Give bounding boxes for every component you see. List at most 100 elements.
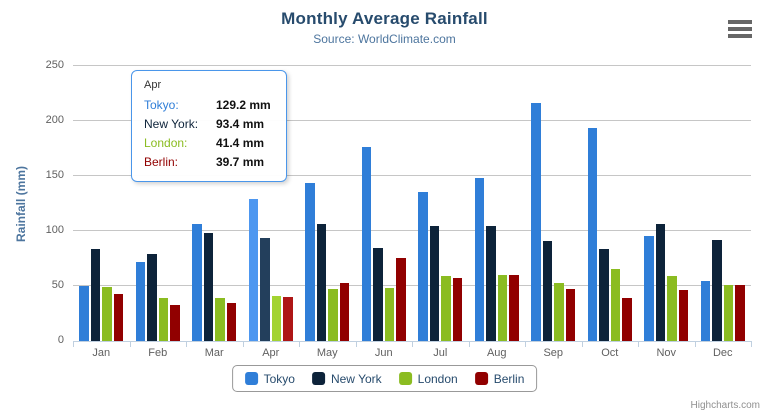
legend-label: Berlin: [493, 371, 525, 386]
legend-swatch-icon: [244, 372, 258, 385]
bar-new-york-nov[interactable]: [655, 223, 666, 341]
bar-london-nov[interactable]: [667, 275, 677, 341]
bar-london-oct[interactable]: [610, 269, 621, 341]
bar-berlin-aug[interactable]: [509, 274, 519, 341]
tooltip-series-label: New York:: [144, 117, 199, 131]
bar-tokyo-may[interactable]: [305, 182, 315, 341]
bar-new-york-sep[interactable]: [542, 240, 553, 341]
gridline-250: [73, 65, 751, 66]
x-axis-tick: [751, 342, 752, 347]
bar-tokyo-feb[interactable]: [135, 262, 146, 341]
tooltip-series-label: Tokyo:: [144, 98, 179, 112]
bar-berlin-nov[interactable]: [678, 289, 689, 341]
gridline-200: [73, 120, 751, 121]
bar-new-york-apr[interactable]: [260, 238, 270, 341]
bar-london-feb[interactable]: [158, 298, 169, 341]
x-axis-tick: [468, 342, 470, 347]
bar-london-mar[interactable]: [215, 297, 225, 341]
x-axis-label-jun: Jun: [374, 347, 393, 359]
bar-new-york-mar[interactable]: [203, 232, 214, 341]
bar-london-jul[interactable]: [441, 276, 451, 341]
bar-london-jan[interactable]: [102, 287, 112, 341]
bar-berlin-feb[interactable]: [170, 304, 180, 341]
bar-berlin-mar[interactable]: [226, 303, 237, 341]
legend-label: New York: [330, 371, 382, 386]
tooltip-series-label: Berlin:: [144, 155, 179, 169]
x-axis-tick: [412, 342, 413, 347]
gridline-100: [73, 230, 751, 231]
x-axis-label-aug: Aug: [486, 347, 507, 359]
x-axis-tick: [355, 342, 357, 347]
y-axis-label-0: 0: [57, 334, 64, 346]
tooltip-series-value: 129.2 mm: [216, 98, 271, 112]
bar-tokyo-jun[interactable]: [361, 147, 372, 341]
bar-tokyo-mar[interactable]: [192, 224, 202, 341]
tooltip-row-tokyo: Tokyo: 129.2 mm: [144, 96, 276, 115]
bar-new-york-jan[interactable]: [90, 249, 101, 341]
legend-label: London: [417, 371, 458, 386]
x-axis-tick: [186, 342, 187, 347]
bar-london-may[interactable]: [328, 289, 338, 341]
y-axis-label-250: 250: [45, 59, 64, 71]
x-axis-tick: [242, 342, 244, 347]
x-axis-tick: [694, 342, 696, 347]
bar-berlin-jan[interactable]: [113, 294, 124, 341]
bar-london-apr[interactable]: [271, 295, 282, 341]
hamburger-menu-icon[interactable]: [728, 20, 752, 38]
bar-new-york-jul[interactable]: [429, 225, 440, 341]
tooltip-row-newyork: New York: 93.4 mm: [144, 115, 276, 134]
bar-berlin-may[interactable]: [339, 283, 350, 341]
legend-item-new-york[interactable]: New York: [311, 371, 382, 386]
y-axis-label-200: 200: [45, 114, 64, 126]
bar-berlin-dec[interactable]: [735, 284, 745, 341]
x-axis-tick: [299, 342, 300, 347]
bar-berlin-jun[interactable]: [396, 257, 406, 341]
x-axis-label-feb: Feb: [148, 347, 168, 359]
x-axis-label-apr: Apr: [262, 347, 280, 359]
bar-new-york-may[interactable]: [316, 224, 327, 341]
legend-item-berlin[interactable]: Berlin: [474, 371, 525, 386]
tooltip-rows: Tokyo: 129.2 mm New York: 93.4 mm London: 41.…: [144, 96, 276, 172]
bar-tokyo-aug[interactable]: [474, 177, 485, 341]
tooltip-row-london: London: 41.4 mm: [144, 134, 276, 153]
x-axis-label-jul: Jul: [433, 347, 448, 359]
bar-new-york-feb[interactable]: [147, 254, 157, 341]
x-axis-label-sep: Sep: [543, 347, 564, 359]
x-axis-line: [73, 341, 752, 342]
bar-tokyo-nov[interactable]: [644, 235, 654, 341]
x-axis-tick: [638, 342, 639, 347]
y-axis-title: Rainfall (mm): [14, 165, 29, 242]
bar-tokyo-jul[interactable]: [418, 191, 428, 341]
y-axis-label-50: 50: [51, 279, 64, 291]
legend-item-london[interactable]: London: [398, 371, 458, 386]
x-axis-tick: [581, 342, 583, 347]
bar-berlin-apr[interactable]: [283, 297, 293, 341]
legend-item-tokyo[interactable]: Tokyo: [244, 371, 295, 386]
tooltip-row-berlin: Berlin: 39.7 mm: [144, 153, 276, 172]
bar-new-york-jun[interactable]: [373, 248, 383, 341]
bar-tokyo-sep[interactable]: [531, 103, 541, 341]
bar-tokyo-apr[interactable]: [248, 198, 259, 341]
credits-link[interactable]: Highcharts.com: [690, 400, 760, 411]
bar-new-york-aug[interactable]: [486, 226, 496, 341]
bar-london-dec[interactable]: [723, 284, 734, 341]
legend-label: Tokyo: [263, 371, 295, 386]
bar-london-sep[interactable]: [554, 283, 564, 341]
legend-swatch-icon: [474, 372, 488, 385]
bar-berlin-sep[interactable]: [565, 288, 576, 341]
gridline-150: [73, 175, 751, 176]
bar-berlin-jul[interactable]: [452, 277, 463, 341]
tooltip-header: Apr: [144, 79, 162, 91]
bar-new-york-dec[interactable]: [712, 239, 722, 341]
bar-london-aug[interactable]: [497, 275, 508, 341]
bar-tokyo-dec[interactable]: [700, 281, 711, 341]
x-axis-label-jan: Jan: [92, 347, 111, 359]
bar-berlin-oct[interactable]: [622, 298, 632, 341]
bar-tokyo-jan[interactable]: [79, 286, 89, 341]
bar-tokyo-oct[interactable]: [587, 127, 598, 341]
bar-london-jun[interactable]: [384, 287, 395, 341]
bar-new-york-oct[interactable]: [599, 249, 609, 341]
x-axis-label-dec: Dec: [712, 347, 733, 359]
x-axis-label-may: May: [316, 347, 338, 359]
